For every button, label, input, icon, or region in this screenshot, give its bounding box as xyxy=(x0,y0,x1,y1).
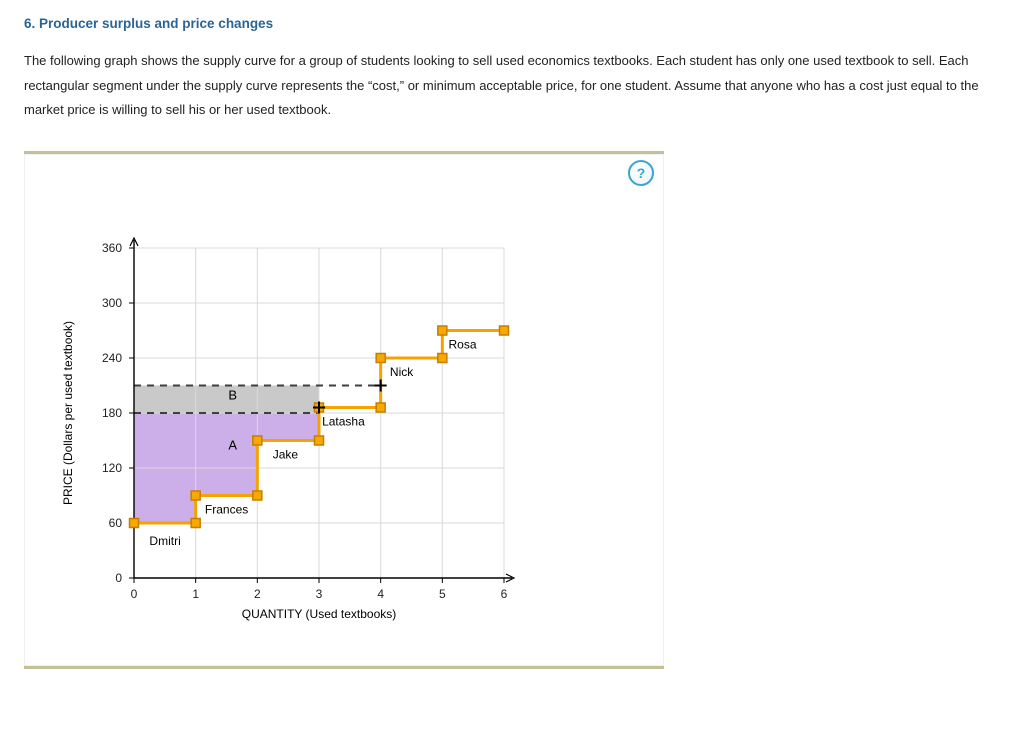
x-tick-label: 3 xyxy=(316,587,323,601)
y-axis-label: PRICE (Dollars per used textbook) xyxy=(61,321,75,505)
drag-handle[interactable] xyxy=(191,519,200,528)
x-tick-label: 4 xyxy=(377,587,384,601)
drag-handle[interactable] xyxy=(376,403,385,412)
y-tick-label: 360 xyxy=(102,241,122,255)
student-label: Nick xyxy=(390,365,414,379)
description-text: The following graph shows the supply cur… xyxy=(24,49,984,123)
y-tick-label: 180 xyxy=(102,406,122,420)
x-tick-label: 1 xyxy=(192,587,199,601)
x-tick-label: 0 xyxy=(131,587,138,601)
y-tick-label: 0 xyxy=(115,571,122,585)
drag-handle[interactable] xyxy=(191,491,200,500)
drag-handle[interactable] xyxy=(130,519,139,528)
drag-handle[interactable] xyxy=(315,436,324,445)
student-label: Latasha xyxy=(322,415,365,429)
drag-handle[interactable] xyxy=(253,491,262,500)
x-tick-label: 6 xyxy=(501,587,508,601)
drag-handle[interactable] xyxy=(438,354,447,363)
region-label: B xyxy=(228,387,237,402)
x-tick-label: 5 xyxy=(439,587,446,601)
drag-handle[interactable] xyxy=(253,436,262,445)
x-axis-label: QUANTITY (Used textbooks) xyxy=(242,607,397,621)
y-tick-label: 60 xyxy=(109,516,123,530)
student-label: Jake xyxy=(273,448,299,462)
student-label: Dmitri xyxy=(149,534,180,548)
drag-handle[interactable] xyxy=(438,326,447,335)
chart-panel: ? 0123456060120180240300360QUANTITY (Use… xyxy=(24,151,664,669)
help-icon[interactable]: ? xyxy=(628,160,654,186)
y-tick-label: 120 xyxy=(102,461,122,475)
drag-handle[interactable] xyxy=(376,354,385,363)
region-b xyxy=(134,386,319,414)
x-tick-label: 2 xyxy=(254,587,261,601)
supply-chart: 0123456060120180240300360QUANTITY (Used … xyxy=(24,188,634,658)
student-label: Frances xyxy=(205,503,248,517)
region-label: A xyxy=(228,438,237,453)
y-tick-label: 240 xyxy=(102,351,122,365)
page-title: 6. Producer surplus and price changes xyxy=(24,16,1000,31)
student-label: Rosa xyxy=(449,338,477,352)
y-tick-label: 300 xyxy=(102,296,122,310)
drag-handle[interactable] xyxy=(500,326,509,335)
